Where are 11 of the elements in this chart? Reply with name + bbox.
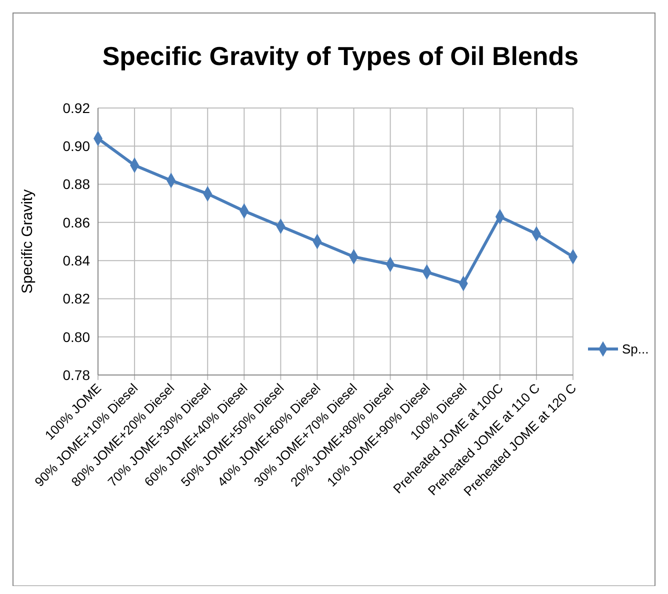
y-axis-title: Specific Gravity	[19, 188, 36, 294]
y-tick-label: 0.86	[62, 214, 90, 230]
chart-title: Specific Gravity of Types of Oil Blends	[102, 41, 579, 71]
y-tick-label: 0.92	[62, 100, 90, 116]
y-tick-label: 0.84	[62, 252, 90, 268]
y-tick-label: 0.78	[62, 366, 90, 383]
y-tick-label: 0.82	[62, 290, 90, 307]
y-tick-label: 0.88	[62, 176, 90, 192]
y-tick-label: 0.90	[62, 138, 90, 154]
legend-label: Sp...	[622, 342, 649, 357]
y-tick-label: 0.80	[62, 328, 90, 345]
